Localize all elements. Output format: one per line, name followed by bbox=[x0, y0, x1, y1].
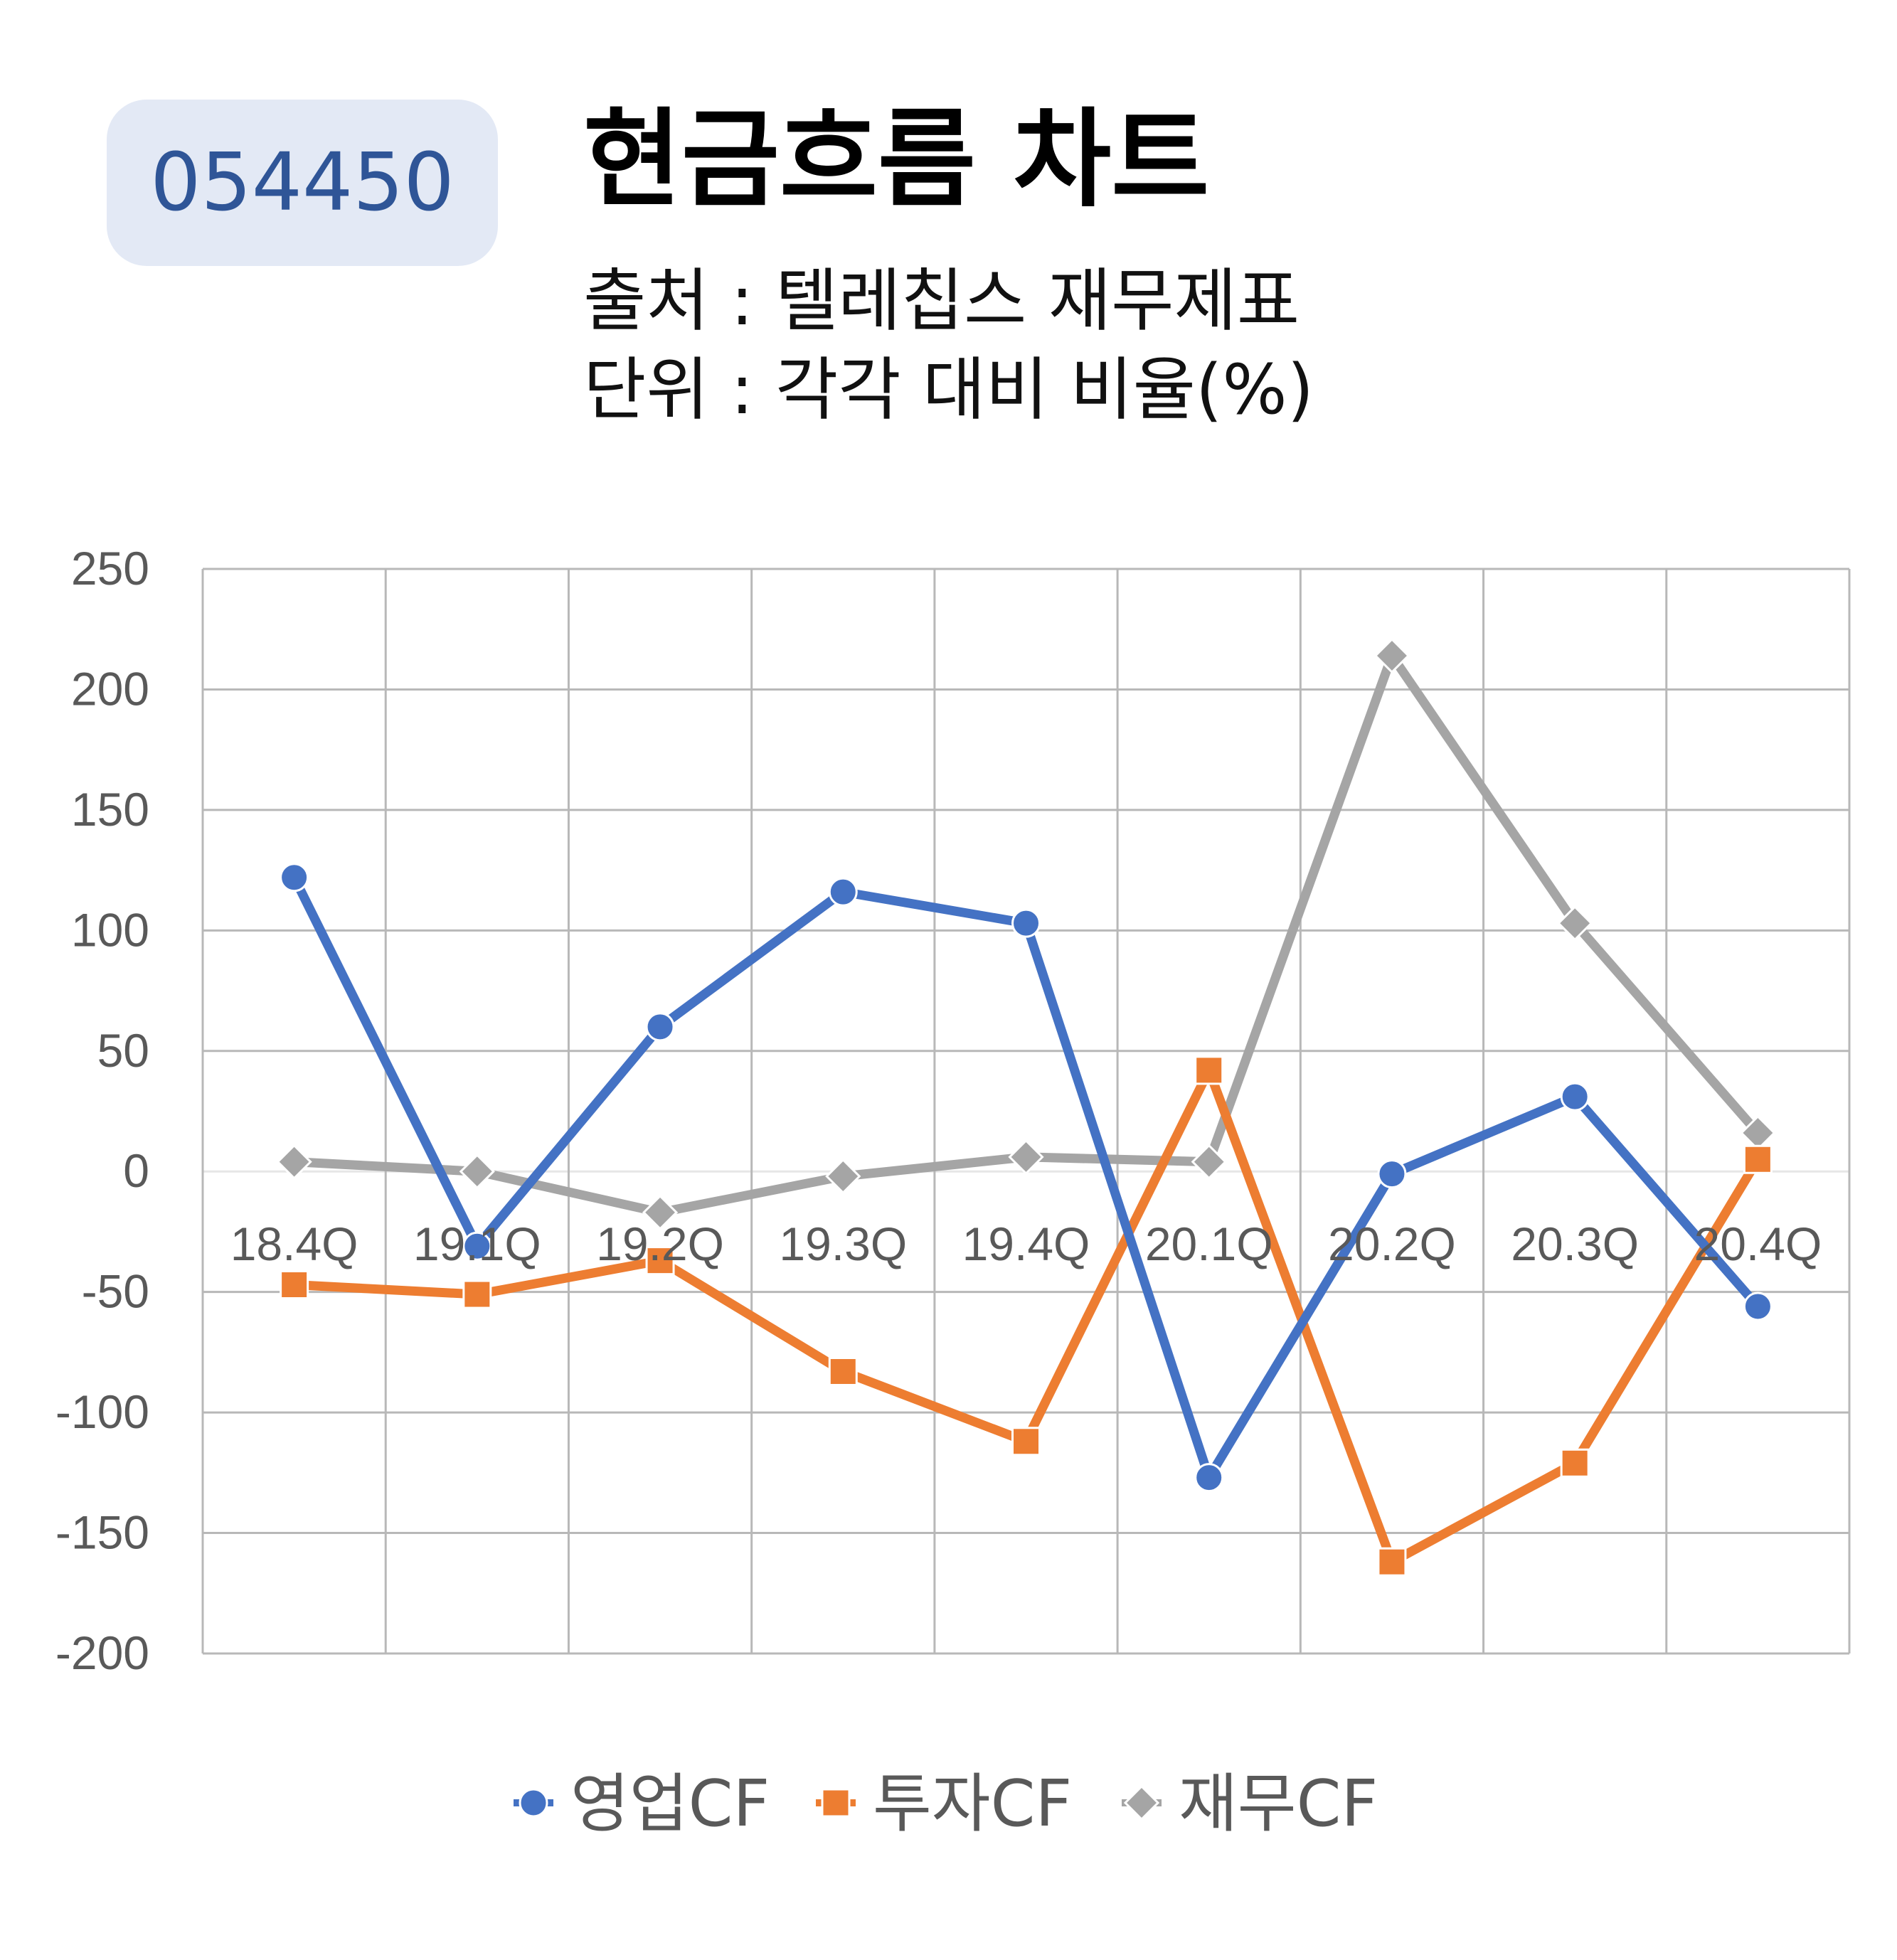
data-point bbox=[828, 1357, 858, 1386]
y-axis-ticks: 250 200 150 100 50 0 -50 -100 -150 -200 bbox=[55, 542, 149, 1679]
data-point bbox=[276, 1144, 312, 1180]
legend-label: 투자CF bbox=[873, 1767, 1072, 1841]
data-point bbox=[1743, 1291, 1773, 1321]
x-tick-label: 18.4Q bbox=[230, 1218, 358, 1270]
data-point bbox=[1560, 1448, 1590, 1478]
data-point bbox=[462, 1279, 492, 1309]
data-point bbox=[1191, 1144, 1227, 1180]
legend-item: 투자CF bbox=[816, 1767, 1072, 1841]
data-point bbox=[645, 1246, 675, 1276]
data-point bbox=[1377, 1159, 1407, 1189]
y-tick-label: 150 bbox=[71, 783, 149, 836]
data-point bbox=[825, 1158, 861, 1195]
data-point bbox=[1194, 1055, 1224, 1085]
x-tick-label: 19.4Q bbox=[962, 1218, 1090, 1270]
data-point bbox=[1377, 1547, 1407, 1577]
data-point bbox=[1123, 1784, 1160, 1821]
data-point bbox=[280, 1270, 309, 1299]
x-axis-labels: 18.4Q 19.1Q 19.2Q 19.3Q 19.4Q 20.1Q 20.2Q 20.3Q… bbox=[230, 1218, 1822, 1270]
y-tick-label: -100 bbox=[55, 1385, 149, 1438]
y-tick-label: 50 bbox=[97, 1024, 149, 1077]
y-tick-label: -200 bbox=[55, 1626, 149, 1679]
series-투자CF bbox=[280, 1055, 1773, 1577]
legend-item: 재무CF bbox=[1122, 1767, 1378, 1841]
x-tick-label: 19.2Q bbox=[596, 1218, 724, 1270]
series-영업CF bbox=[280, 863, 1773, 1493]
data-point bbox=[645, 1012, 675, 1042]
data-point bbox=[1011, 908, 1041, 938]
legend-label: 재무CF bbox=[1179, 1767, 1378, 1841]
data-point bbox=[828, 877, 858, 907]
x-tick-label: 20.2Q bbox=[1328, 1218, 1456, 1270]
series-lines bbox=[276, 637, 1776, 1577]
x-tick-label: 19.1Q bbox=[413, 1218, 541, 1270]
y-tick-label: -150 bbox=[55, 1506, 149, 1559]
data-point bbox=[462, 1231, 492, 1261]
data-point bbox=[1008, 1139, 1044, 1176]
x-tick-label: 20.1Q bbox=[1145, 1218, 1273, 1270]
data-point bbox=[1557, 905, 1593, 942]
data-point bbox=[459, 1154, 495, 1190]
data-point bbox=[519, 1788, 548, 1818]
x-tick-label: 20.3Q bbox=[1511, 1218, 1639, 1270]
data-point bbox=[1194, 1463, 1224, 1493]
legend: 영업CF 투자CF 재무CF bbox=[514, 1767, 1378, 1841]
stock-code-badge: 054450 bbox=[107, 100, 498, 266]
source-note: 출처 : 텔레칩스 재무제표 bbox=[583, 261, 1300, 341]
data-point bbox=[1373, 637, 1410, 674]
y-tick-label: 100 bbox=[71, 903, 149, 956]
y-tick-label: 200 bbox=[71, 662, 149, 715]
unit-note: 단위 : 각각 대비 비율(%) bbox=[583, 350, 1314, 430]
data-point bbox=[1560, 1082, 1590, 1112]
data-point bbox=[280, 863, 309, 893]
x-tick-label: 20.4Q bbox=[1694, 1218, 1822, 1270]
x-tick-label: 19.3Q bbox=[779, 1218, 907, 1270]
data-point bbox=[821, 1788, 851, 1818]
data-point bbox=[642, 1194, 679, 1230]
y-tick-label: -50 bbox=[82, 1265, 149, 1318]
series-재무CF bbox=[276, 637, 1776, 1230]
gridlines bbox=[201, 568, 1851, 1655]
data-point bbox=[1011, 1427, 1041, 1456]
legend-item: 영업CF bbox=[514, 1767, 770, 1841]
y-tick-label: 0 bbox=[123, 1144, 149, 1197]
chart-title: 현금흐름 차트 bbox=[583, 98, 1210, 222]
y-tick-label: 250 bbox=[71, 542, 149, 595]
data-point bbox=[1743, 1144, 1773, 1174]
legend-label: 영업CF bbox=[570, 1767, 770, 1841]
